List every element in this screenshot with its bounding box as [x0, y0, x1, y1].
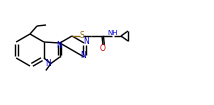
Text: N: N	[83, 37, 89, 47]
Text: N: N	[80, 51, 86, 60]
Text: NH: NH	[107, 30, 118, 36]
Text: N: N	[46, 60, 51, 68]
Text: S: S	[80, 32, 84, 41]
Text: N: N	[56, 41, 62, 49]
Text: O: O	[100, 44, 106, 53]
